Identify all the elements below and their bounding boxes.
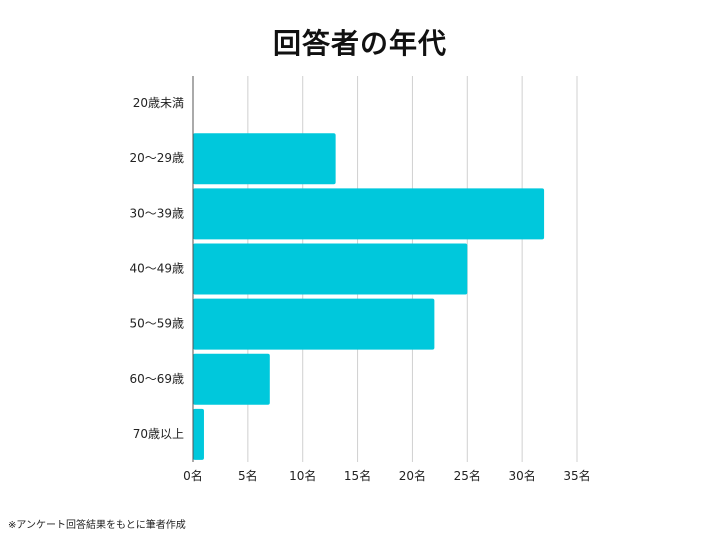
footnote: ※アンケート回答結果をもとに筆者作成 — [8, 520, 186, 531]
category-label: 30～39歳 — [129, 206, 184, 220]
x-tick-label: 15名 — [344, 468, 371, 483]
bar-5 — [193, 298, 435, 350]
chart-title: 回答者の年代 — [272, 27, 447, 60]
x-tick-label: 20名 — [399, 468, 426, 483]
category-label: 60～69歳 — [129, 372, 184, 386]
x-tick-label: 10名 — [289, 468, 316, 483]
bars — [193, 133, 545, 460]
category-label: 20～29歳 — [129, 151, 184, 165]
category-label: 50～59歳 — [129, 317, 184, 331]
bar-6 — [193, 353, 270, 405]
category-labels: 20歳未満 20～29歳 30～39歳 40～49歳 50～59歳 60～69歳 70歳以上 — [129, 96, 184, 441]
x-tick-label: 5名 — [238, 468, 258, 483]
x-tick-label: 0名 — [183, 468, 203, 483]
category-label: 20歳未満 — [133, 96, 184, 110]
bar-4 — [193, 243, 468, 295]
x-tick-label: 35名 — [563, 468, 590, 483]
category-label: 70歳以上 — [133, 427, 184, 441]
bar-7 — [193, 408, 204, 460]
x-tick-label: 30名 — [509, 468, 536, 483]
bar-2 — [193, 133, 336, 185]
x-tick-label: 25名 — [454, 468, 481, 483]
bar-3 — [193, 188, 545, 240]
x-tick-labels: 0名 5名 10名 15名 20名 25名 30名 35名 — [183, 468, 590, 483]
category-label: 40～49歳 — [129, 262, 184, 276]
